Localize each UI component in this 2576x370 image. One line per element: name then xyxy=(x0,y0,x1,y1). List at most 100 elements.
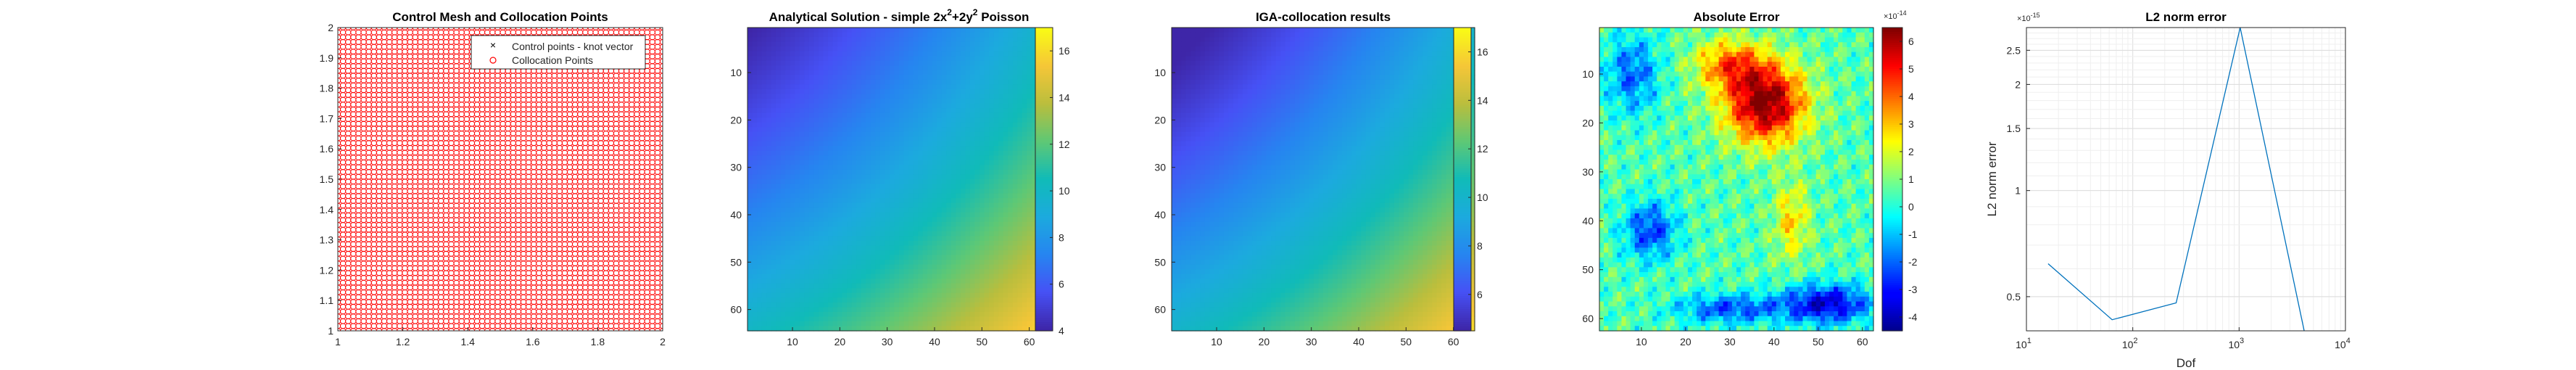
heatmap-cell xyxy=(832,56,838,62)
heatmap-cell xyxy=(956,79,961,85)
heatmap-cell xyxy=(913,46,919,52)
heatmap-cell xyxy=(842,46,848,52)
heatmap-cell xyxy=(752,65,758,71)
heatmap-cell xyxy=(771,65,776,71)
heatmap-cell xyxy=(1017,37,1023,43)
heatmap-cell xyxy=(1003,37,1009,43)
heatmap-cell xyxy=(927,46,933,52)
heatmap-cell xyxy=(989,65,995,71)
heatmap-cell xyxy=(761,60,767,66)
heatmap-cell xyxy=(941,37,947,43)
heatmap-cell xyxy=(851,37,857,43)
heatmap-cell xyxy=(799,70,805,75)
heatmap-cell xyxy=(903,79,909,85)
heatmap-cell xyxy=(832,41,838,47)
heatmap-cell xyxy=(828,37,834,43)
heatmap-cell xyxy=(899,32,905,38)
heatmap-cell xyxy=(799,51,805,57)
heatmap-cell xyxy=(790,28,795,33)
heatmap-cell xyxy=(861,75,866,81)
heatmap-cell xyxy=(856,79,862,85)
heatmap-cell xyxy=(937,28,943,33)
heatmap-cell xyxy=(795,60,800,66)
heatmap-cell xyxy=(894,51,900,57)
heatmap-cell xyxy=(818,89,824,95)
heatmap-cell xyxy=(1017,84,1023,90)
heatmap-cell xyxy=(927,28,933,33)
heatmap-cell xyxy=(808,41,815,47)
heatmap-cell xyxy=(828,84,834,90)
heatmap-cell xyxy=(785,65,791,71)
heatmap-cell xyxy=(1003,65,1009,71)
heatmap-cell xyxy=(913,60,919,66)
heatmap-cell xyxy=(790,41,795,47)
heatmap-cell xyxy=(790,51,795,57)
heatmap-cell xyxy=(808,79,815,85)
heatmap-cell xyxy=(795,41,800,47)
heatmap-cell xyxy=(951,65,956,71)
heatmap-cell xyxy=(922,51,928,57)
heatmap-cell xyxy=(832,46,838,52)
heatmap-cell xyxy=(937,60,943,66)
heatmap-cell xyxy=(918,65,924,71)
heatmap-cell xyxy=(837,28,843,33)
heatmap-cell xyxy=(960,75,966,81)
heatmap-cell xyxy=(951,28,956,33)
heatmap-cell xyxy=(828,60,834,66)
heatmap-cell xyxy=(946,56,952,62)
heatmap-cell xyxy=(842,79,848,85)
heatmap-cell xyxy=(823,56,829,62)
heatmap-cell xyxy=(847,75,853,81)
heatmap-cell xyxy=(937,46,943,52)
heatmap-cell xyxy=(956,56,961,62)
heatmap-cell xyxy=(951,60,956,66)
heatmap-cell xyxy=(776,46,782,52)
heatmap-cell xyxy=(856,70,862,75)
heatmap-cell xyxy=(932,65,937,71)
heatmap-cell xyxy=(1022,28,1027,33)
heatmap-cell xyxy=(832,79,838,85)
heatmap-cell xyxy=(1008,37,1014,43)
heatmap-cell xyxy=(980,51,985,57)
heatmap-cell xyxy=(984,79,990,85)
heatmap-cell xyxy=(937,32,943,38)
heatmap-cell xyxy=(875,84,881,90)
heatmap-cell xyxy=(903,28,909,33)
heatmap-cell xyxy=(885,75,890,81)
heatmap-cell xyxy=(1003,60,1009,66)
heatmap-cell xyxy=(889,56,895,62)
heatmap-cell xyxy=(908,79,914,85)
heatmap-cell xyxy=(828,65,834,71)
heatmap-cell xyxy=(766,70,772,75)
heatmap-cell xyxy=(932,75,937,81)
heatmap-cell xyxy=(799,89,805,95)
heatmap-cell xyxy=(752,89,758,95)
heatmap-cell xyxy=(813,79,819,85)
heatmap-cell xyxy=(766,60,772,66)
heatmap-cell xyxy=(847,32,853,38)
heatmap-cell xyxy=(771,84,776,90)
heatmap-cell xyxy=(989,84,995,90)
heatmap-cell xyxy=(922,60,928,66)
heatmap-cell xyxy=(847,84,853,90)
heatmap-cell xyxy=(861,70,866,75)
heatmap-cell xyxy=(922,41,928,47)
heatmap-cell xyxy=(804,28,810,33)
heatmap-cell xyxy=(879,60,886,66)
heatmap-cell xyxy=(951,84,956,90)
heatmap-cell xyxy=(965,32,971,38)
heatmap-cell xyxy=(1012,32,1018,38)
heatmap-cell xyxy=(1008,75,1014,81)
heatmap-cell xyxy=(842,75,848,81)
heatmap-cell xyxy=(790,32,795,38)
heatmap-cell xyxy=(757,65,763,71)
heatmap-cell xyxy=(980,75,985,81)
heatmap-cell xyxy=(894,32,900,38)
heatmap-cell xyxy=(847,51,853,57)
heatmap-cell xyxy=(847,89,853,95)
heatmap-cell xyxy=(984,51,990,57)
heatmap-cell xyxy=(832,60,838,66)
heatmap-cell xyxy=(866,32,871,38)
heatmap-cell xyxy=(795,46,800,52)
